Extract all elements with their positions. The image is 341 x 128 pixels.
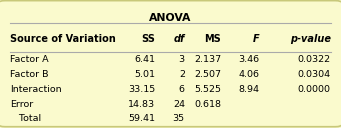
Text: 0.0000: 0.0000 <box>298 85 331 94</box>
Text: 2.137: 2.137 <box>194 55 221 64</box>
Text: F: F <box>253 34 260 44</box>
Text: 0.618: 0.618 <box>194 100 221 109</box>
Text: Total: Total <box>10 114 41 123</box>
Text: p-value: p-value <box>290 34 331 44</box>
Text: 0.0322: 0.0322 <box>298 55 331 64</box>
Text: 5.525: 5.525 <box>194 85 221 94</box>
Text: 24: 24 <box>173 100 185 109</box>
Text: 35: 35 <box>173 114 185 123</box>
Text: 3.46: 3.46 <box>239 55 260 64</box>
Text: 33.15: 33.15 <box>128 85 155 94</box>
Text: 3: 3 <box>179 55 185 64</box>
Text: MS: MS <box>204 34 221 44</box>
Text: ANOVA: ANOVA <box>149 13 192 23</box>
Text: 6: 6 <box>179 85 185 94</box>
Text: Interaction: Interaction <box>10 85 62 94</box>
Text: 59.41: 59.41 <box>128 114 155 123</box>
Text: 8.94: 8.94 <box>239 85 260 94</box>
Text: 4.06: 4.06 <box>239 70 260 79</box>
Text: df: df <box>174 34 185 44</box>
Text: 6.41: 6.41 <box>134 55 155 64</box>
Text: 2: 2 <box>179 70 185 79</box>
Text: 2.507: 2.507 <box>194 70 221 79</box>
Text: 5.01: 5.01 <box>134 70 155 79</box>
Text: Source of Variation: Source of Variation <box>10 34 116 44</box>
Text: 14.83: 14.83 <box>128 100 155 109</box>
Text: 0.0304: 0.0304 <box>298 70 331 79</box>
Text: Factor A: Factor A <box>10 55 49 64</box>
Text: SS: SS <box>141 34 155 44</box>
Text: Factor B: Factor B <box>10 70 49 79</box>
Text: Error: Error <box>10 100 33 109</box>
